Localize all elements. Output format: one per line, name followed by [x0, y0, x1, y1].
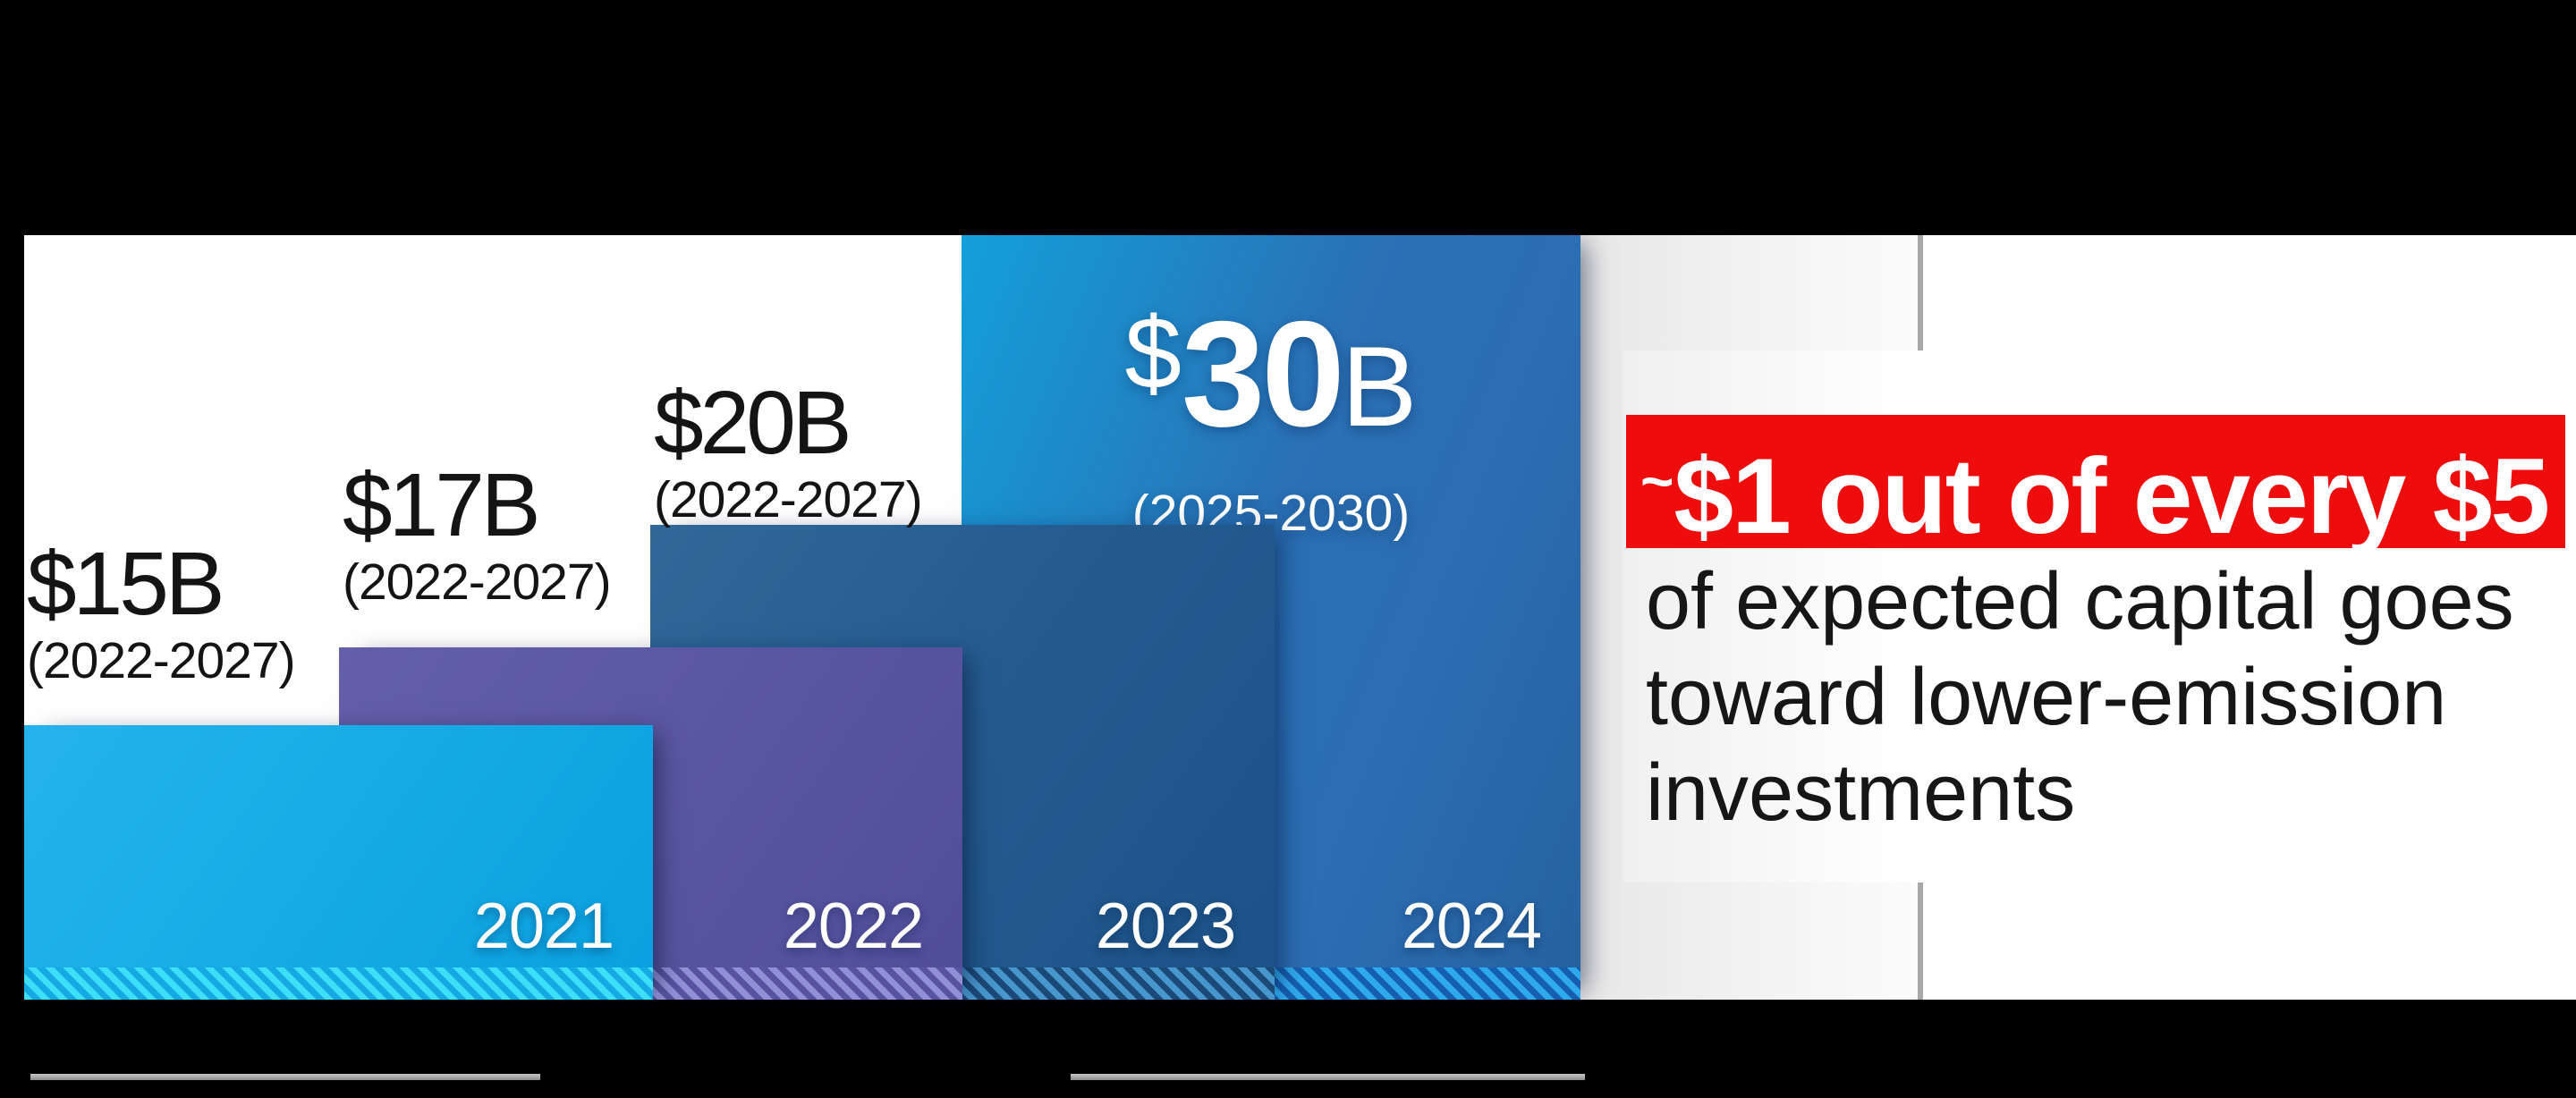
callout-line-2: toward lower-emission: [1646, 653, 2447, 742]
label-15b: $15B (2022-2027): [27, 534, 296, 689]
approx-tilde: ~: [1640, 449, 1674, 513]
footer-rule-right: [1071, 1074, 1585, 1080]
amount-17b: $17B: [343, 455, 541, 555]
hatch-band-2021: [24, 967, 653, 1000]
amount-value: 30: [1181, 290, 1345, 458]
callout-highlight-text: $1 out of every $5: [1674, 436, 2550, 556]
year-label-2022: 2022: [783, 891, 924, 962]
year-label-2023: 2023: [1095, 891, 1236, 962]
range-20b: (2022-2027): [654, 471, 923, 528]
year-label-2021: 2021: [473, 891, 614, 962]
callout-body: of expected capital goes toward lower-em…: [1646, 554, 2576, 841]
label-17b: $17B (2022-2027): [343, 455, 612, 611]
amount-15b: $15B: [27, 534, 225, 634]
range-17b: (2022-2027): [343, 553, 612, 611]
callout-highlight-badge: ~$1 out of every $5: [1626, 415, 2565, 556]
footer-rule-left: [30, 1074, 540, 1080]
range-15b: (2022-2027): [27, 632, 296, 689]
callout-line-3: investments: [1646, 748, 2076, 838]
bar-2024-amount-label: $30B (2025-2030): [962, 296, 1580, 541]
amount-unit: B: [1341, 323, 1418, 450]
bar-2021: 2021: [24, 725, 653, 1000]
currency-symbol: $: [1124, 297, 1182, 410]
callout-line-1: of expected capital goes: [1646, 557, 2514, 646]
label-20b: $20B (2022-2027): [654, 373, 923, 528]
amount-20b: $20B: [654, 373, 852, 473]
year-label-2024: 2024: [1401, 891, 1542, 962]
amount-30b: $30B: [962, 296, 1580, 480]
